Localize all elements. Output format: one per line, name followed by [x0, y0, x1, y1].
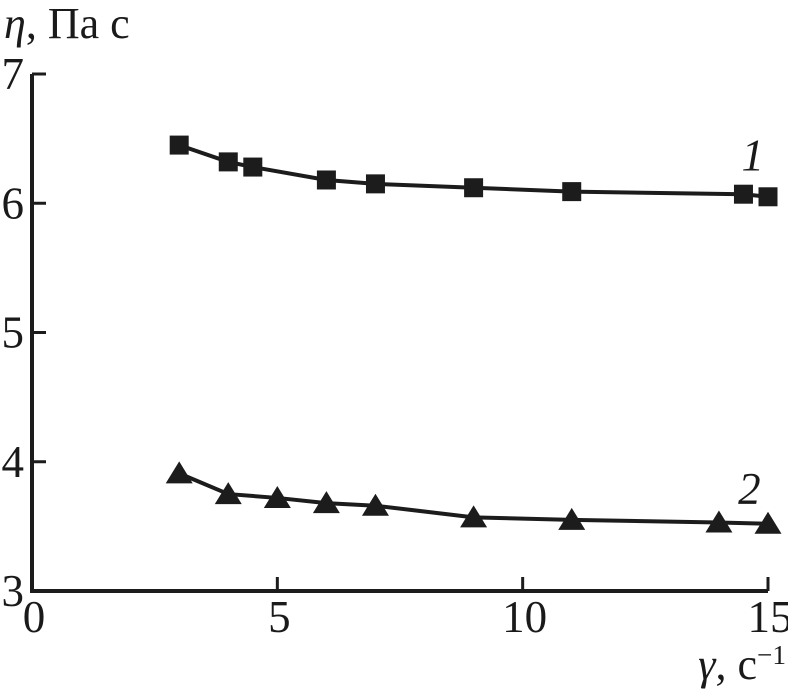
series-2-marker-triangle — [263, 485, 291, 508]
axis-frame — [30, 74, 768, 593]
y-tick-label-3: 3 — [2, 566, 25, 616]
x-tick-label-0: 0 — [23, 592, 46, 642]
x-tick-label-5: 5 — [268, 592, 291, 642]
y-axis-title: η, Па с — [4, 0, 130, 48]
series-1-marker-square — [733, 184, 753, 204]
series-2-marker-triangle — [312, 491, 340, 514]
series-2-marker-triangle — [754, 511, 782, 534]
series-2-marker-triangle — [214, 482, 242, 505]
series-label-2: 2 — [738, 464, 761, 514]
y-tick-label-6: 6 — [2, 178, 25, 228]
x-axis-title: γ, с−1 — [698, 640, 786, 694]
series-2-marker-triangle — [705, 510, 733, 533]
series-2-marker-triangle — [558, 507, 586, 530]
y-axis-unit: , Па с — [25, 0, 130, 48]
series-1-marker-square — [218, 152, 238, 172]
x-tick-label-15: 15 — [748, 592, 788, 642]
series-2-marker-triangle — [460, 505, 488, 528]
series-1-marker-square — [316, 170, 336, 190]
eta-symbol: η — [4, 0, 26, 48]
series-1-marker-square — [562, 182, 582, 202]
y-tick-label-5: 5 — [2, 308, 25, 358]
x-tick-label-10: 10 — [502, 592, 547, 642]
x-axis-unit: , с — [715, 640, 757, 689]
x-axis-exponent: −1 — [756, 640, 786, 670]
series-2-marker-triangle — [165, 461, 193, 484]
series-label-1: 1 — [742, 130, 765, 180]
series-1-marker-square — [464, 178, 484, 198]
gamma-symbol: γ — [698, 640, 716, 689]
series-2-marker-triangle — [361, 493, 389, 516]
series-1-marker-square — [243, 157, 263, 177]
series-1-marker-square — [758, 187, 778, 207]
series-1-marker-square — [169, 135, 189, 155]
y-tick-label-4: 4 — [2, 437, 25, 487]
series-1-marker-square — [365, 174, 385, 194]
y-tick-label-7: 7 — [2, 49, 25, 99]
